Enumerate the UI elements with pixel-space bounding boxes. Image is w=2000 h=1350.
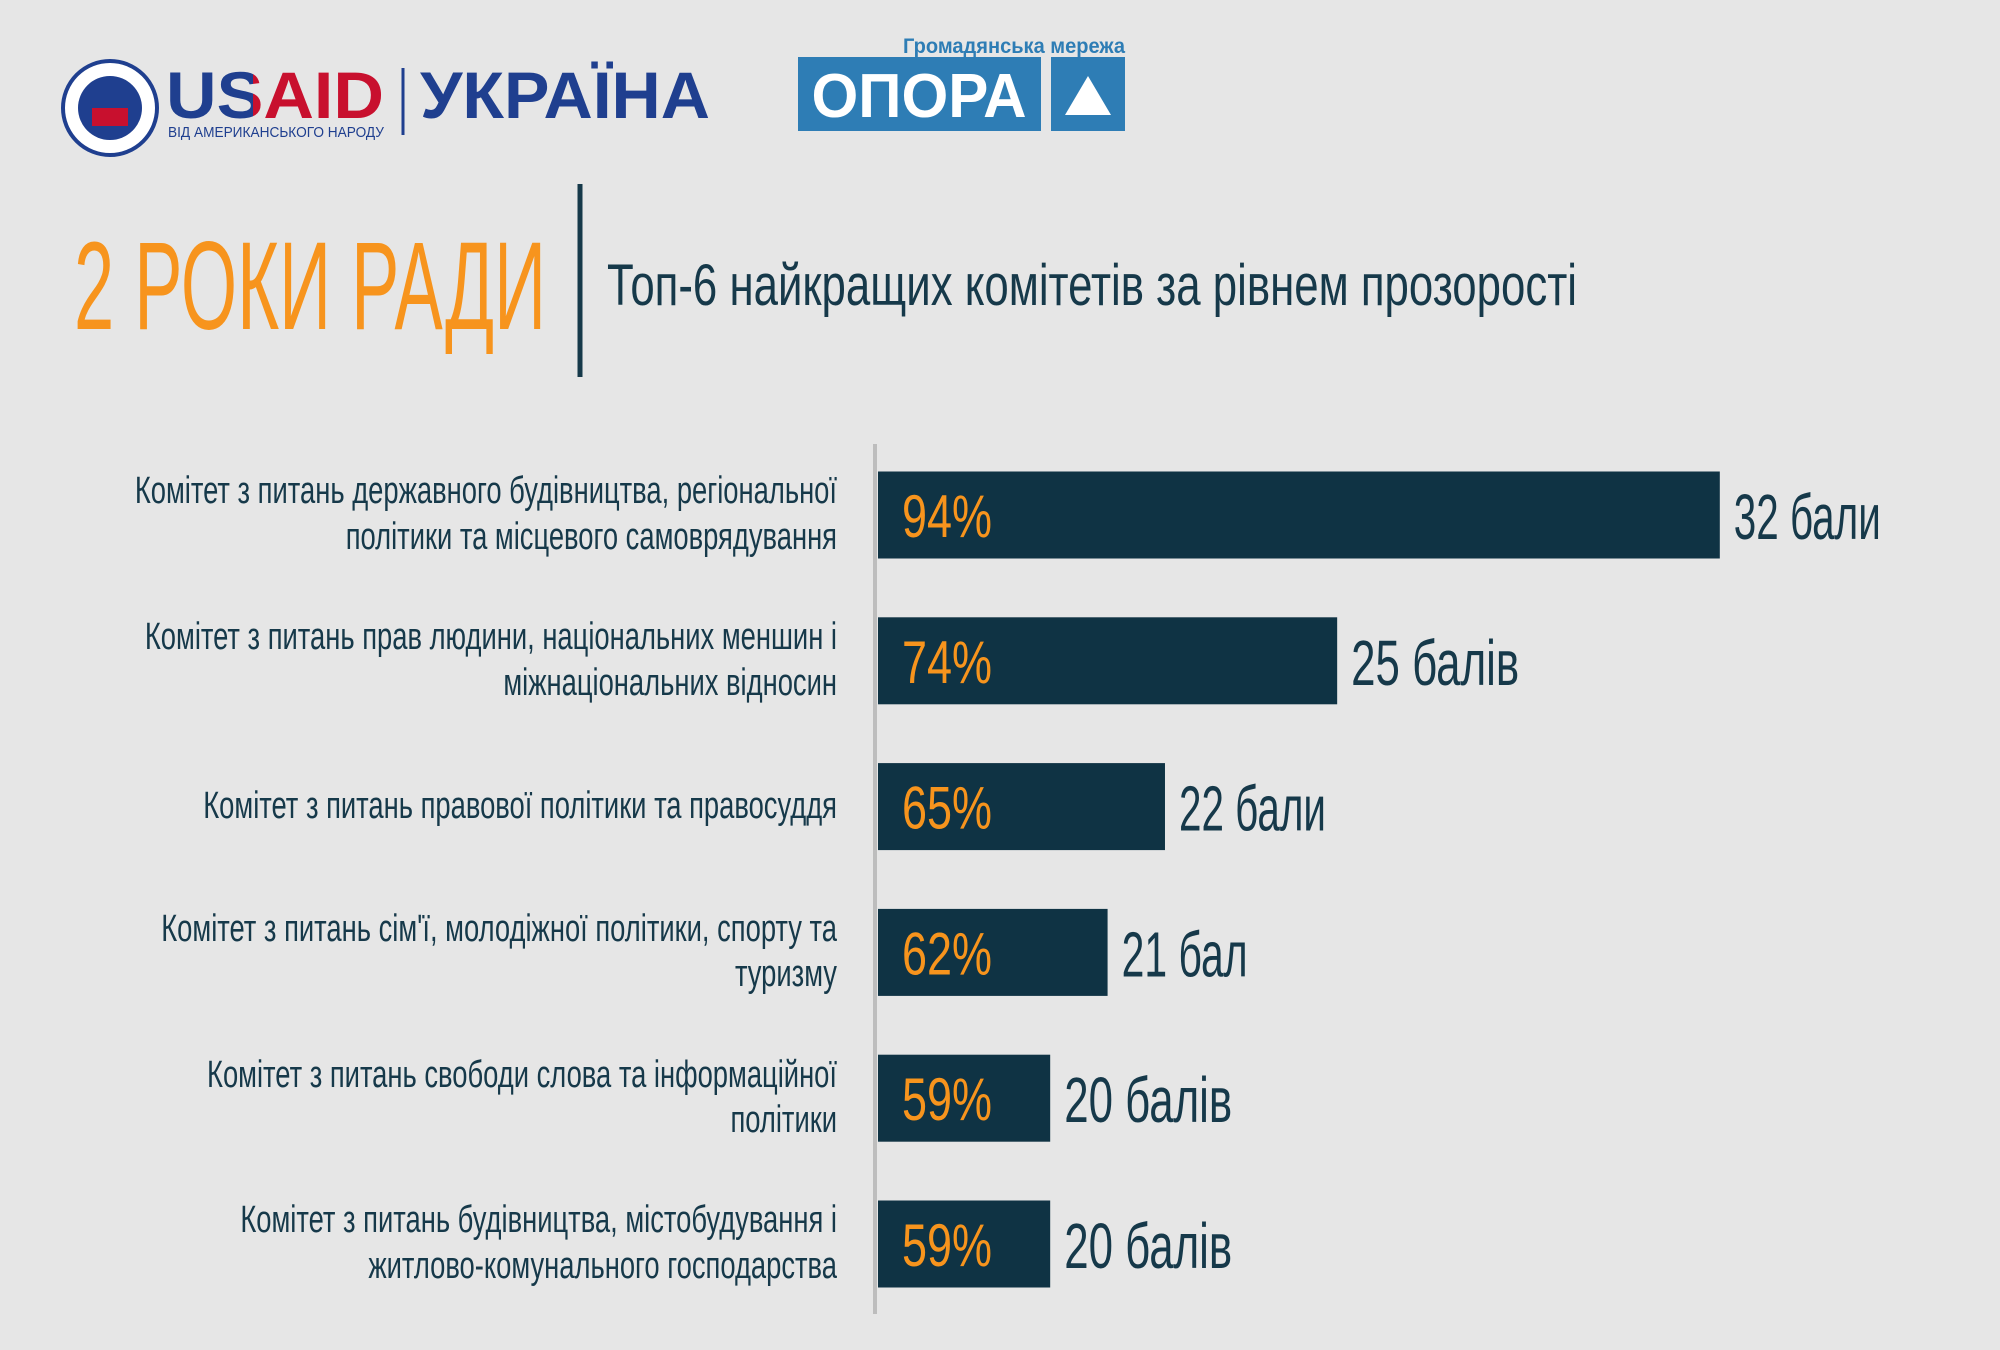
bar	[878, 471, 1720, 559]
chart-title: 2 РОКИ РАДИ	[74, 217, 546, 356]
score-label: 20 балів	[1064, 1210, 1232, 1282]
value-label: 59%	[902, 1212, 992, 1279]
bar	[878, 908, 1108, 996]
opora-box	[798, 57, 1041, 131]
opora-caption: Громадянська мережа	[903, 35, 1125, 58]
usaid-word: USAID	[166, 58, 384, 132]
opora-word: ОПОРА	[812, 62, 1027, 131]
category-label: Комітет з питань будівництва, містобудув…	[240, 1199, 838, 1287]
usaid-seal-stripes	[92, 108, 128, 126]
value-label: 62%	[902, 920, 992, 987]
bar	[878, 1200, 1051, 1288]
score-label: 25 балів	[1351, 627, 1519, 699]
score-label: 21 бал	[1122, 918, 1248, 990]
category-label: Комітет з питань свободи слова та інформ…	[207, 1053, 837, 1142]
score-label: 32 бали	[1734, 481, 1881, 553]
score-label: 20 балів	[1064, 1064, 1232, 1136]
value-label: 74%	[902, 629, 992, 696]
bar	[878, 1054, 1051, 1142]
chart-subtitle: Топ-6 найкращих комітетів за рівнем проз…	[607, 253, 1577, 318]
category-label: Комітет з питань правової політики та пр…	[203, 784, 838, 827]
category-label: Комітет з питань державного будівництва,…	[134, 470, 838, 558]
category-label: Комітет з питань прав людини, національн…	[144, 616, 837, 704]
bar	[878, 617, 1338, 705]
value-label: 65%	[902, 775, 992, 842]
score-label: 22 бали	[1179, 773, 1326, 845]
country-word: УКРАЇНА	[420, 58, 710, 132]
value-label: 94%	[902, 483, 992, 550]
usaid-logo: USAID ВІД АМЕРИКАНСЬКОГО НАРОДУ УКРАЇНА	[61, 58, 710, 157]
opora-triangle	[1065, 76, 1111, 115]
category-label: Комітет з питань сім'ї, молодіжної політ…	[161, 907, 838, 996]
usaid-tagline: ВІД АМЕРИКАНСЬКОГО НАРОДУ	[168, 124, 384, 141]
value-label: 59%	[902, 1066, 992, 1133]
bar	[878, 763, 1165, 851]
opora-logo: Громадянська мережа ОПОРА	[798, 35, 1125, 131]
